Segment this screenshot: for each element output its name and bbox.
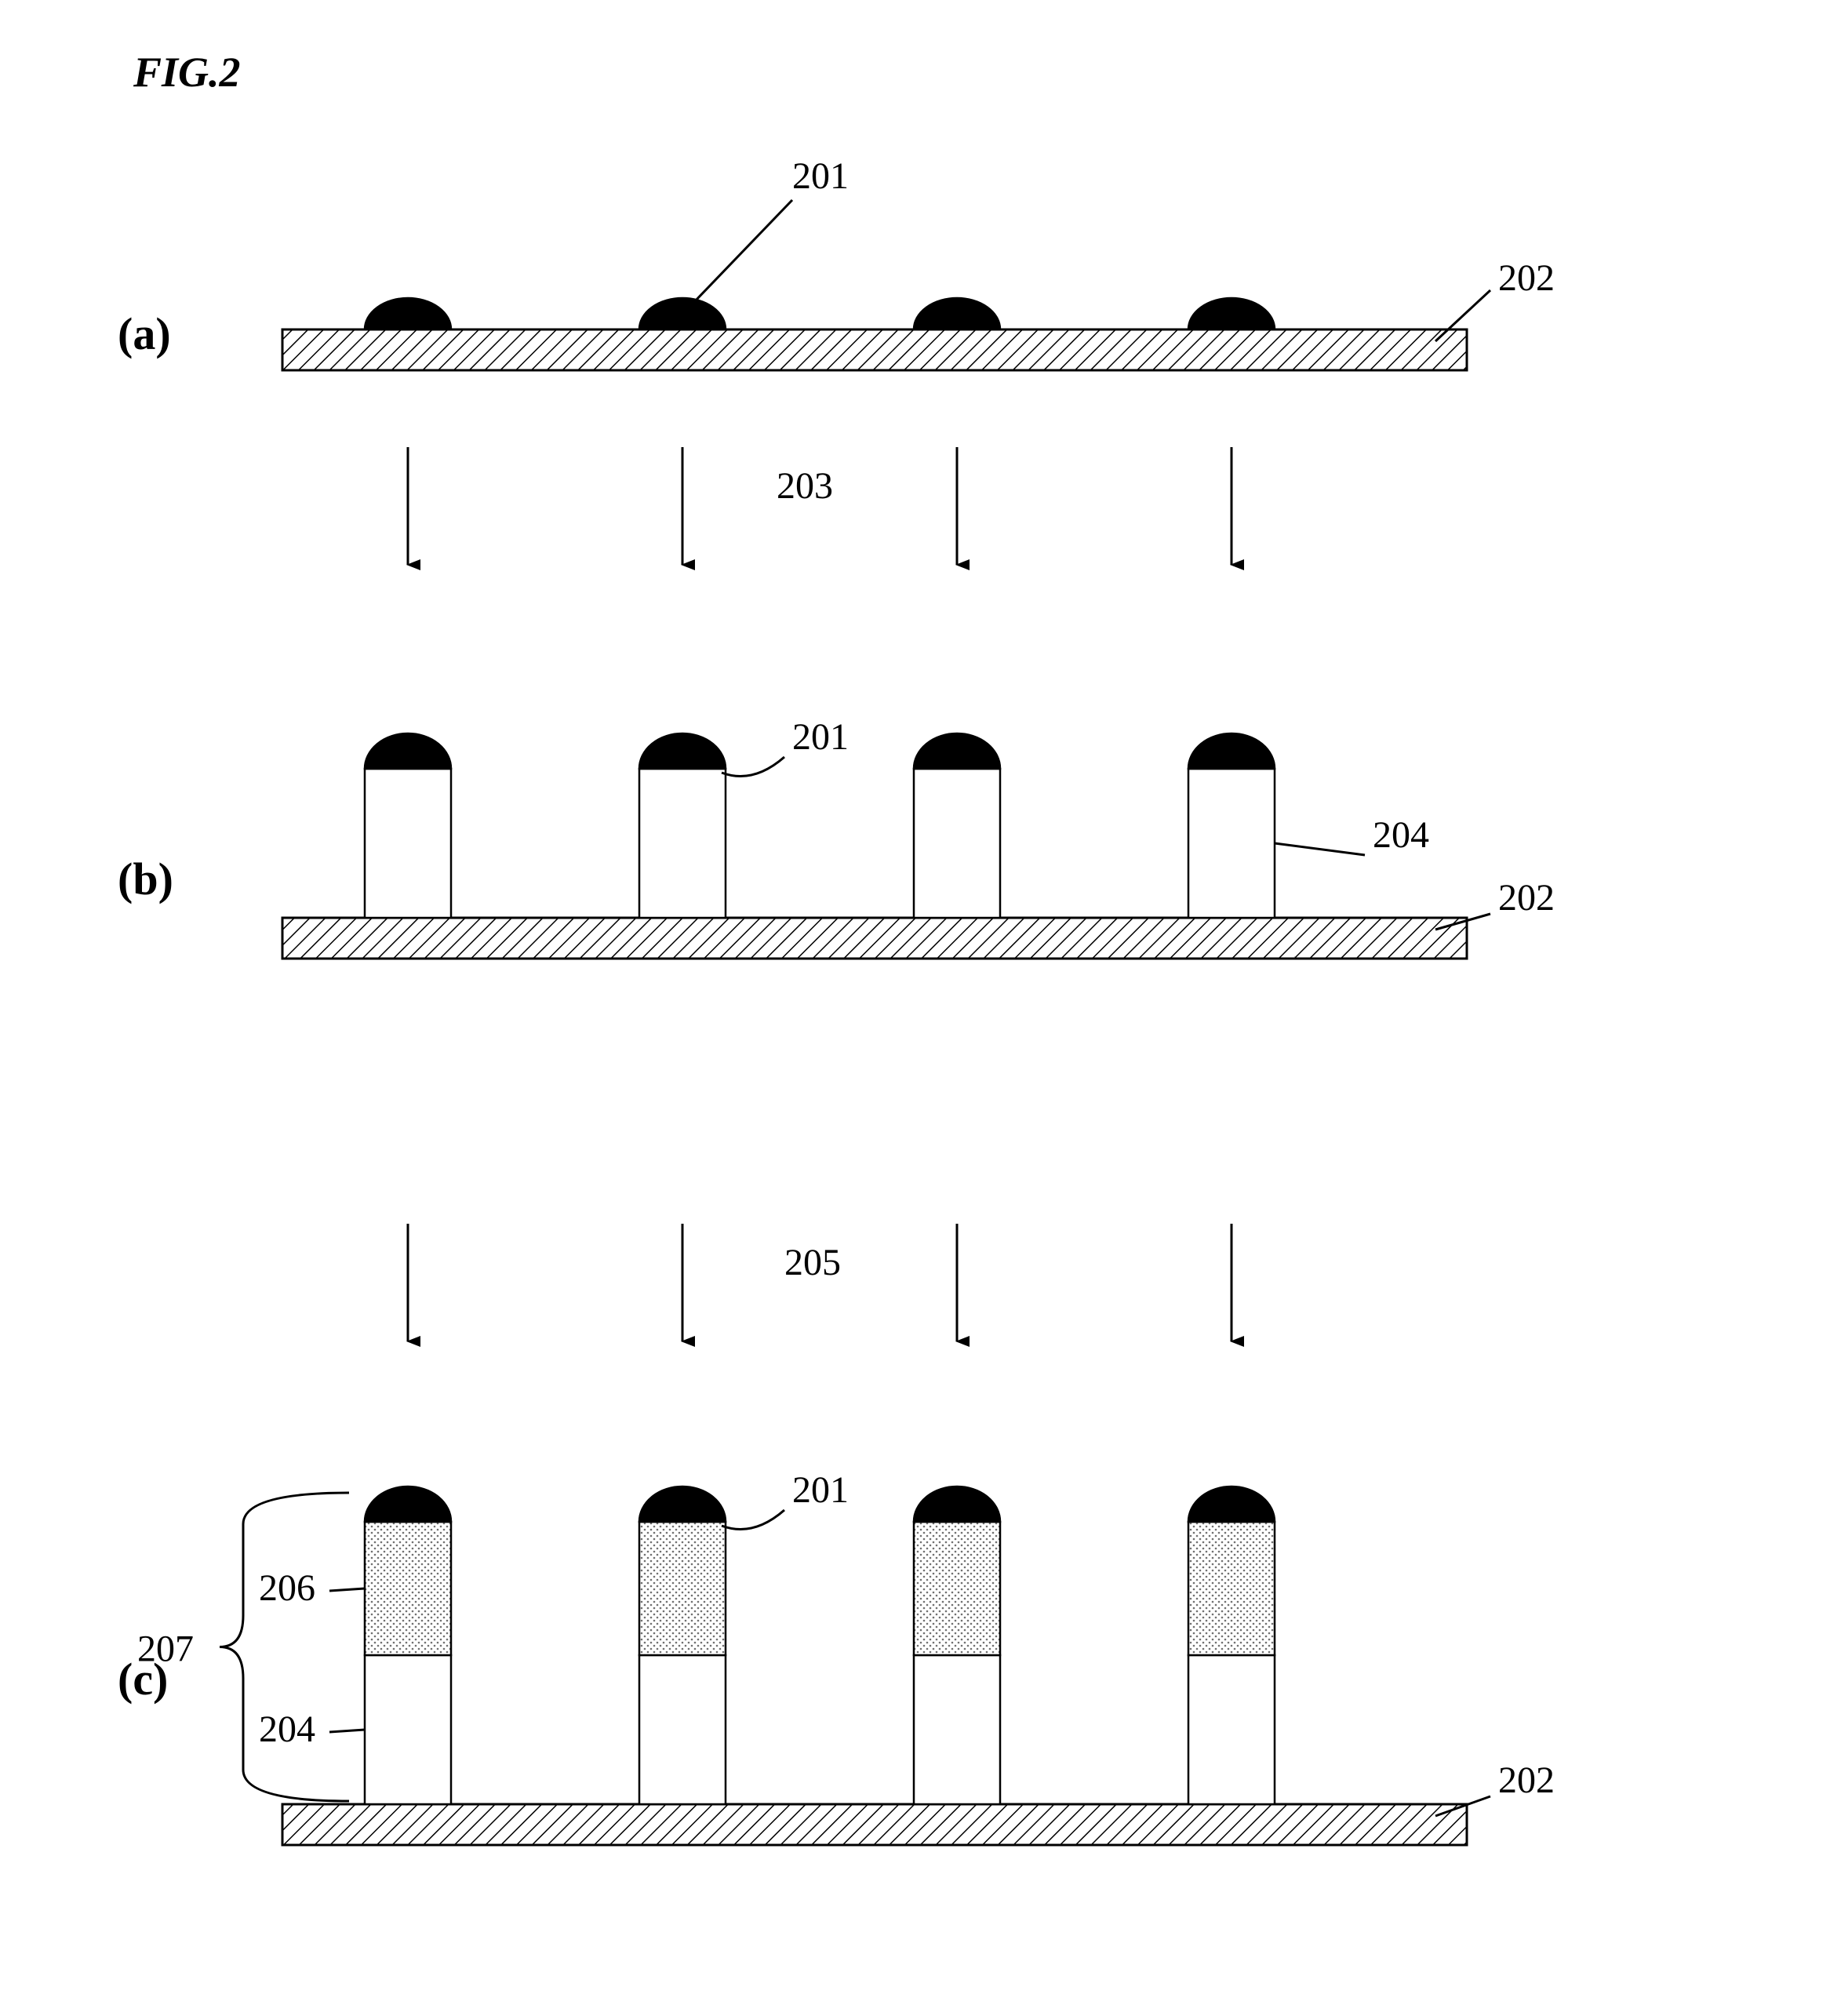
ref-202-b: 202 — [1498, 877, 1555, 919]
catalyst-cap — [914, 1487, 1000, 1522]
brace-207 — [220, 1493, 349, 1801]
ref-201-a: 201 — [792, 155, 849, 197]
nanowire-segment-1 — [639, 769, 726, 918]
substrate — [282, 918, 1467, 959]
figure-diagram: FIG.2(a)201202203(b)201204202205(c)20120… — [0, 0, 1830, 2016]
figure-title: FIG.2 — [133, 49, 241, 96]
catalyst-cap — [1188, 733, 1275, 769]
catalyst-particle — [639, 298, 726, 329]
catalyst-cap — [365, 1487, 451, 1522]
ref-206: 206 — [259, 1567, 315, 1609]
substrate — [282, 329, 1467, 370]
nanowire-segment-2 — [914, 1522, 1000, 1655]
nanowire-segment-2 — [639, 1522, 726, 1655]
ref-202-a: 202 — [1498, 257, 1555, 299]
nanowire-segment-1 — [1188, 1655, 1275, 1804]
catalyst-particle — [914, 298, 1000, 329]
leader-201-c — [722, 1510, 784, 1530]
ref-201-c: 201 — [792, 1469, 849, 1511]
panel-a-label: (a) — [118, 308, 171, 359]
nanowire-segment-1 — [914, 1655, 1000, 1804]
catalyst-cap — [639, 733, 726, 769]
ref-205: 205 — [784, 1242, 841, 1283]
nanowire-segment-1 — [1188, 769, 1275, 918]
catalyst-cap — [365, 733, 451, 769]
ref-204-c: 204 — [259, 1709, 315, 1750]
leader-204-c — [329, 1730, 365, 1732]
ref-207: 207 — [137, 1628, 194, 1670]
catalyst-cap — [639, 1487, 726, 1522]
catalyst-particle — [1188, 298, 1275, 329]
ref-201-b: 201 — [792, 716, 849, 758]
panel-b-label: (b) — [118, 853, 173, 904]
catalyst-particle — [365, 298, 451, 329]
ref-203: 203 — [777, 465, 833, 507]
leader-201-a — [694, 200, 792, 302]
nanowire-segment-2 — [365, 1522, 451, 1655]
leader-204-b — [1275, 843, 1365, 855]
ref-204-b: 204 — [1373, 814, 1429, 856]
ref-202-c: 202 — [1498, 1759, 1555, 1801]
leader-201-b — [722, 757, 784, 777]
nanowire-segment-1 — [365, 1655, 451, 1804]
leader-206 — [329, 1588, 365, 1591]
nanowire-segment-1 — [914, 769, 1000, 918]
nanowire-segment-2 — [1188, 1522, 1275, 1655]
nanowire-segment-1 — [365, 769, 451, 918]
catalyst-cap — [914, 733, 1000, 769]
substrate — [282, 1804, 1467, 1845]
catalyst-cap — [1188, 1487, 1275, 1522]
nanowire-segment-1 — [639, 1655, 726, 1804]
